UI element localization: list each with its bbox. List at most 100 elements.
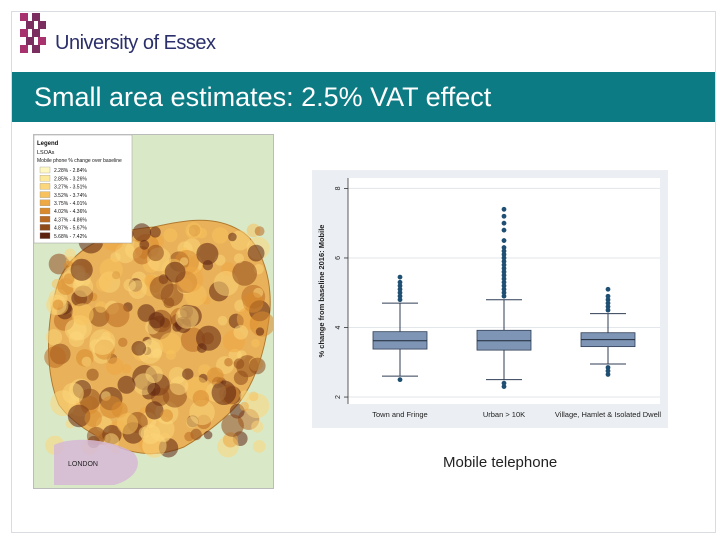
map-area-patch [175,305,199,329]
outlier-point [501,245,507,250]
map-area-patch [145,401,164,420]
map-area-patch [163,228,178,243]
map-area-patch [185,222,202,239]
map-area-patch [196,325,222,351]
legend-label: 3.75% - 4.01% [54,201,87,207]
outlier-point [501,255,507,261]
legend-label: 2.28% - 2.84% [54,168,87,174]
outlier-point [501,259,507,264]
map-legend-box [34,135,133,244]
map-area-patch [106,357,124,376]
map-area-patch [52,299,64,311]
legend-swatch [39,216,51,223]
legend-label: 4.02% - 4.36% [54,209,87,215]
map-area-patch [228,232,237,242]
map-area-patch [179,257,189,266]
map-area-patch [239,401,249,411]
map-area-patch [44,346,66,368]
map-area-patch [233,325,249,340]
outlier-point [397,290,403,296]
logo-square [38,37,46,45]
map-area-patch [232,261,257,286]
legend-label: 3.52% - 3.74% [54,193,87,199]
map-area-patch [233,358,245,369]
map-area-patch [192,390,210,407]
y-axis-label: % change from baseline 2016: Mobile [317,225,326,358]
map-area-patch [252,440,266,453]
map-area-patch [221,414,244,437]
map-area-patch [96,276,111,292]
map-area-patch [211,380,237,405]
legend-label: 4.37% - 4.86% [54,217,87,223]
outlier-point [501,206,507,212]
outlier-point [605,368,611,374]
map-area-patch [89,329,116,355]
outlier-point [501,269,507,275]
y-tick-label: 6 [335,256,342,260]
outlier-point [605,293,611,299]
map-area-patch [105,302,130,328]
legend-swatch [39,199,51,206]
outlier-point [397,283,403,289]
map-area-patch [147,244,164,262]
map-area-patch [249,357,266,375]
map-area-patch [224,357,233,367]
outlier-point [397,293,403,299]
map-area-patch [149,226,161,238]
map-area-patch [182,368,194,380]
map-area-patch [128,280,147,299]
map-area-patch [242,292,264,313]
outlier-point [397,286,403,292]
map-area-patch [70,258,93,281]
london-area [54,439,138,485]
map-area-patch [248,391,259,402]
logo-square [26,37,34,45]
logo-square [32,29,40,37]
box-group [580,286,636,377]
logo-square [32,13,40,21]
boxplot-chart: 2 4 6 8 Town and Fringe Urban > 10K Village, … [312,170,668,428]
outlier-point [501,293,507,299]
map-area-patch [213,271,239,296]
map-legend-title: Legend [37,141,59,147]
map-area-patch [196,242,219,265]
map-area-patch [169,376,189,396]
map-area-patch [251,338,260,348]
university-logo [20,13,46,53]
london-label: LONDON [68,461,98,468]
outlier-point [501,290,507,296]
y-tick-label: 2 [335,395,342,399]
map-area-patch [234,253,244,264]
map-area-patch [62,382,84,405]
chart-canvas: 2 4 6 8 Town and Fringe Urban > 10K Village, … [317,178,661,419]
map-area-patch [64,248,76,260]
outlier-point [501,220,507,226]
map-area-patch [95,301,107,313]
map-area-patch [249,311,273,337]
outlier-point [501,272,507,278]
y-tick-label: 8 [335,186,342,190]
logo-square [32,45,40,53]
legend-swatch [39,207,51,215]
map-area-patch [217,315,228,326]
map-area-patch [164,261,186,283]
box-group [476,206,532,390]
outlier-point [397,279,403,285]
map-area-patch [45,329,63,346]
legend-swatch [39,183,51,190]
title-bar: Small area estimates: 2.5% VAT effect [12,72,715,122]
outlier-point [605,297,611,303]
map-area-patch [71,303,94,326]
logo-square [26,21,34,29]
legend-label: 2.85% - 3.26% [54,176,87,182]
map-area-patch [67,404,91,428]
outlier-point [501,279,507,285]
map-legend-subtitle: Mobile phone % change over baseline [37,158,122,164]
map-area-patch [148,312,165,329]
legend-label: 5.68% - 7.42% [54,234,87,240]
logo-text: University of Essex [55,32,216,54]
map-area-patch [189,399,215,426]
box-group [372,274,428,383]
outlier-point [397,274,403,280]
logo-square [20,45,28,53]
